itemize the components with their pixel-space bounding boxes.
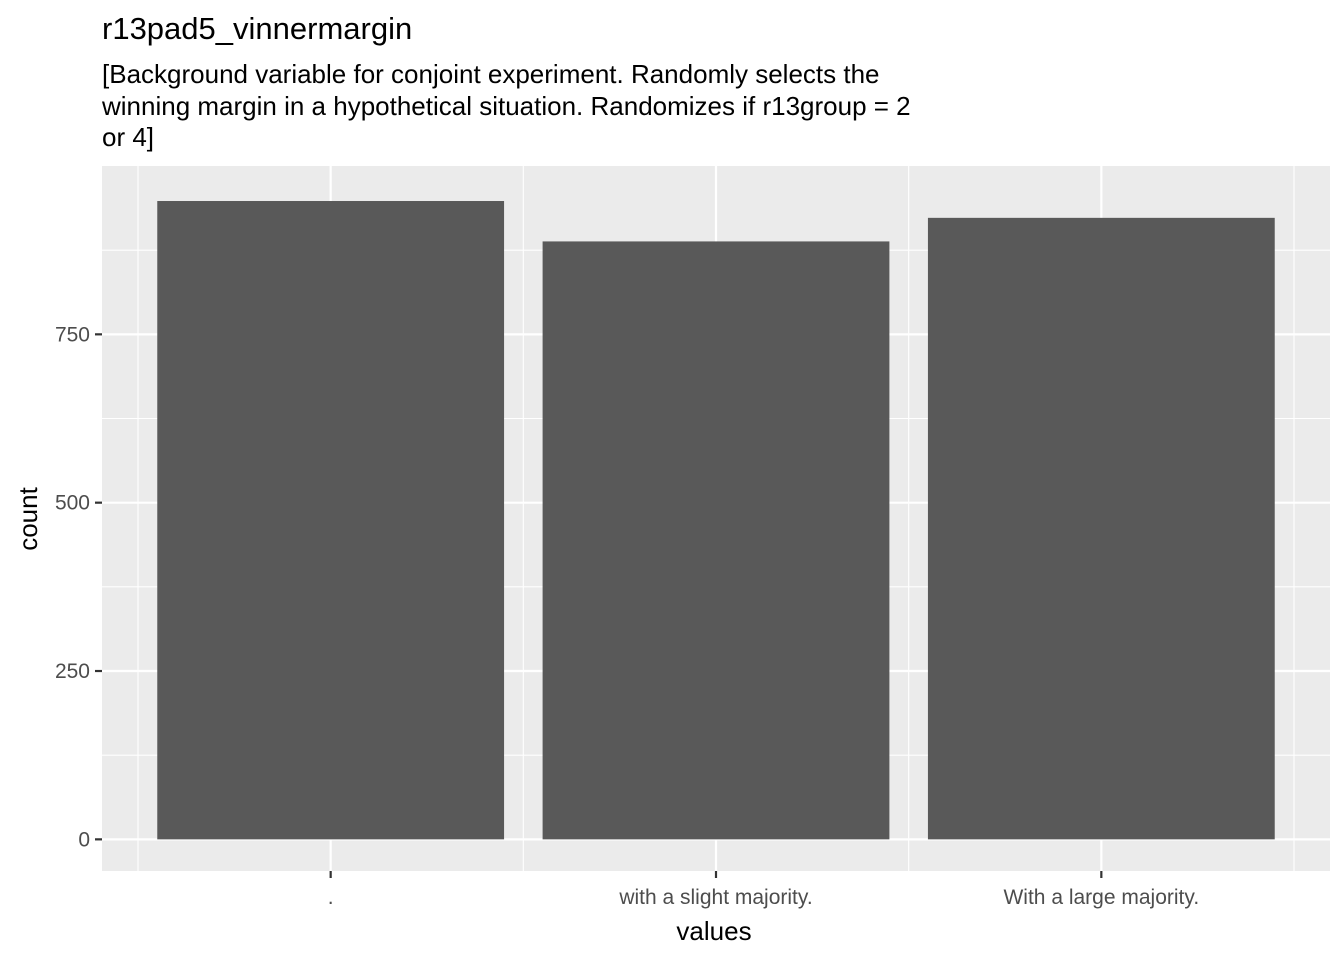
- subtitle-line-1: [Background variable for conjoint experi…: [102, 59, 880, 89]
- y-tick-label: 250: [55, 660, 90, 683]
- chart-title: r13pad5_vinnermargin: [102, 11, 413, 46]
- y-axis: 0 250 500 750: [55, 323, 102, 851]
- x-tick-label: With a large majority.: [1003, 886, 1199, 909]
- subtitle-line-3: or 4]: [102, 122, 155, 152]
- bars: [157, 201, 1275, 840]
- x-tick-label: with a slight majority.: [618, 886, 812, 909]
- x-tick-label: .: [328, 886, 334, 909]
- minor-gridlines-x: [137, 166, 1295, 871]
- subtitle-line-2: winning margin in a hypothetical situati…: [102, 90, 911, 121]
- bar: [157, 201, 505, 840]
- y-axis-title: count: [13, 486, 43, 550]
- bar: [927, 217, 1275, 840]
- y-tick-label: 750: [55, 323, 90, 346]
- chart-subtitle: [Background variable for conjoint experi…: [102, 59, 1042, 154]
- bar: [542, 241, 890, 840]
- x-axis: . with a slight majority. With a large maj…: [328, 871, 1199, 909]
- y-tick-label: 500: [55, 492, 90, 515]
- x-axis-title: values: [676, 916, 751, 946]
- y-tick-label: 0: [78, 828, 90, 851]
